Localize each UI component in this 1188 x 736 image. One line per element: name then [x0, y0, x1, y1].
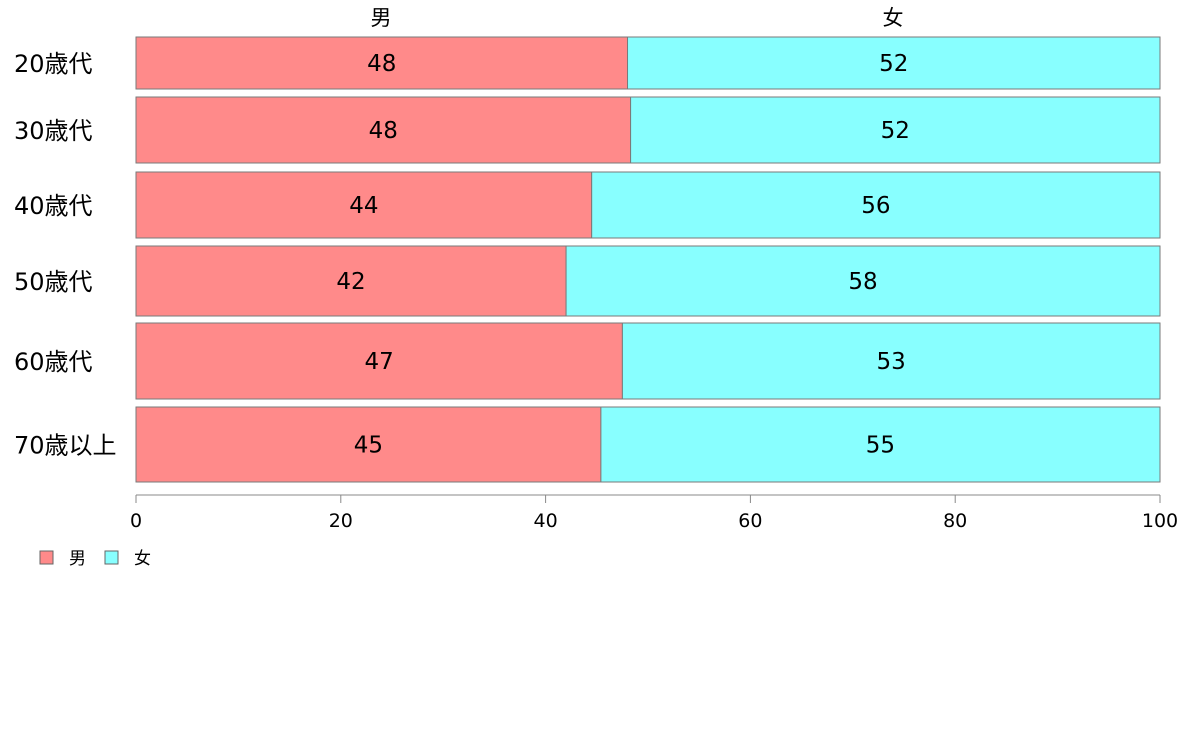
value-label-female: 53: [877, 349, 906, 375]
bars: 20歳代 48 52 30歳代 48 52 40歳代 44 56 50歳代 42 58 60歳代 47 53…: [14, 36, 1161, 483]
x-tick-label: 20: [329, 510, 353, 532]
bar-segment-female: [621, 322, 1161, 400]
category-label: 20歳代: [14, 50, 93, 78]
x-tick-label: 100: [1142, 510, 1178, 532]
bar-segment-male: [135, 36, 629, 90]
x-tick-label: 60: [738, 510, 762, 532]
value-label-female: 56: [861, 193, 890, 219]
bar-segment-male: [135, 322, 623, 400]
category-label: 70歳以上: [14, 432, 117, 460]
value-label-male: 44: [349, 193, 378, 219]
category-label: 60歳代: [14, 348, 93, 376]
value-label-male: 48: [367, 51, 396, 77]
bar-segment-female: [627, 36, 1161, 90]
x-axis: 0 20 40 60 80 100: [130, 494, 1178, 532]
value-label-female: 55: [866, 433, 895, 459]
x-tick-label: 40: [534, 510, 558, 532]
legend-swatch-male: [39, 550, 54, 565]
series-header-female: 女: [883, 6, 904, 30]
value-label-female: 58: [848, 269, 877, 295]
category-label: 30歳代: [14, 117, 93, 145]
bar-segment-male: [135, 96, 632, 164]
category-label: 50歳代: [14, 268, 93, 296]
legend: 男 女: [39, 549, 151, 569]
value-label-male: 45: [354, 433, 383, 459]
value-label-female: 52: [881, 118, 910, 144]
bar-segment-male: [135, 171, 593, 239]
legend-swatch-female: [104, 550, 119, 565]
value-label-female: 52: [879, 51, 908, 77]
legend-label-male: 男: [69, 549, 86, 569]
value-label-male: 42: [336, 269, 365, 295]
value-label-male: 47: [365, 349, 394, 375]
category-label: 40歳代: [14, 192, 93, 220]
bar-segment-male: [135, 245, 567, 317]
bar-segment-female: [600, 406, 1161, 483]
series-header-male: 男: [371, 6, 392, 30]
bar-segment-female: [591, 171, 1161, 239]
x-tick-label: 80: [943, 510, 967, 532]
series-headers: 男 女: [371, 6, 904, 30]
bar-segment-female: [630, 96, 1161, 164]
legend-label-female: 女: [134, 549, 151, 569]
value-label-male: 48: [369, 118, 398, 144]
x-tick-label: 0: [130, 510, 142, 532]
bar-segment-female: [565, 245, 1161, 317]
